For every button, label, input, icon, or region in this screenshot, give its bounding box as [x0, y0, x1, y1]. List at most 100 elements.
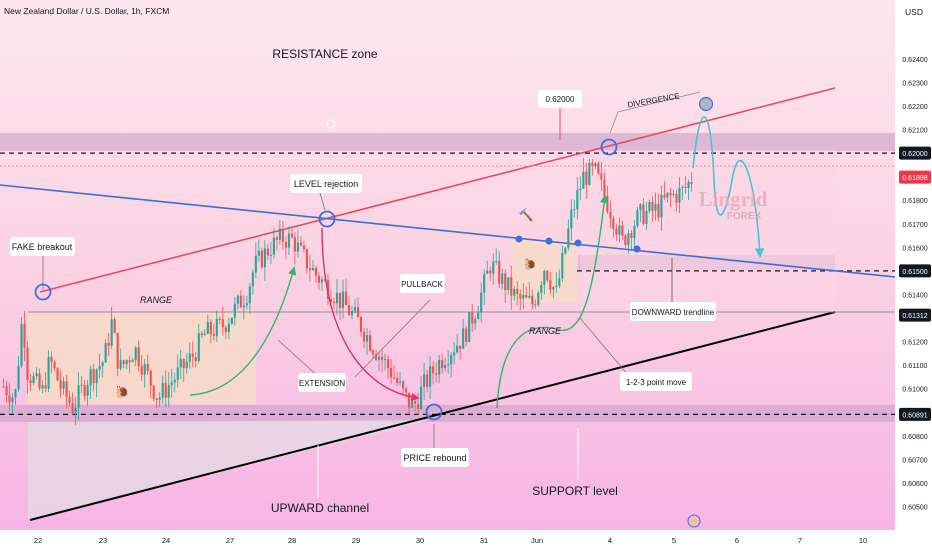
candle-body	[633, 226, 636, 239]
candle-body	[582, 171, 585, 189]
candle-body	[335, 292, 339, 304]
candle-body	[606, 195, 609, 212]
candle-body	[462, 328, 465, 349]
candle-body	[624, 235, 627, 246]
candle-body	[155, 398, 158, 400]
candle-body	[44, 385, 47, 389]
dividend-icon[interactable]	[326, 119, 336, 129]
candle-body	[320, 279, 324, 283]
candle-body	[480, 292, 483, 313]
candle-body	[561, 253, 564, 279]
candle-body	[669, 192, 672, 195]
candle-body	[281, 228, 284, 243]
price-rebound-text: PRICE rebound	[403, 453, 466, 463]
candle-body	[603, 179, 606, 196]
candle-body	[531, 295, 534, 305]
range-point-3	[574, 239, 582, 247]
candle-body	[299, 242, 302, 246]
price-tick-label: 0.62000	[902, 151, 927, 158]
candle-body	[332, 302, 336, 304]
downward-trendline-text: DOWNWARD trendline	[632, 308, 715, 317]
candle-body	[194, 357, 197, 361]
candle-body	[329, 298, 333, 303]
candle-body	[585, 171, 588, 185]
time-tick-label: Jun	[531, 536, 543, 545]
candle-body	[447, 364, 450, 366]
fake-breakout-circle	[34, 283, 52, 301]
candle-body	[639, 204, 642, 211]
candle-body	[59, 380, 62, 389]
candle-body	[53, 362, 56, 369]
candle-body	[513, 288, 516, 296]
candle-body	[107, 343, 110, 346]
candle-body	[56, 368, 59, 381]
candle-body	[308, 268, 311, 271]
candle-body	[17, 365, 20, 390]
candle-body	[167, 385, 170, 398]
candle-body	[206, 322, 209, 334]
candle-body	[236, 295, 239, 304]
time-axis[interactable]: 22 23 24 27 28 29 30 31 Jun 4 5 6 7 10	[34, 536, 867, 545]
candle-body	[338, 292, 342, 308]
candle-body	[92, 369, 95, 384]
candle-body	[344, 291, 348, 306]
candle-body	[642, 204, 645, 224]
divergence-circle	[600, 138, 618, 156]
candle-body	[197, 333, 200, 361]
candle-body	[209, 322, 212, 335]
snail-icon-right: 🐌	[523, 258, 537, 271]
candle-body	[113, 319, 116, 333]
price-tick-label: 0.61200	[902, 340, 927, 347]
candle-body	[185, 361, 188, 369]
candle-body	[516, 288, 519, 294]
candle-body	[609, 211, 612, 219]
candle-body	[296, 242, 299, 252]
candle-body	[287, 233, 290, 248]
time-tick-label: 24	[162, 536, 170, 545]
candle-body	[278, 228, 281, 240]
candle-body	[224, 327, 227, 332]
divergence-line	[617, 91, 701, 113]
candle-body	[74, 407, 77, 413]
candle-body	[558, 278, 561, 286]
candle-body	[636, 210, 639, 227]
pullback-text: PULLBACK	[401, 280, 443, 289]
markers: ⚡ 🐌 🐌 🔨	[34, 96, 714, 528]
support-zone	[0, 405, 895, 422]
candle-body	[432, 366, 435, 374]
price-tick-label: 0.60600	[902, 481, 927, 488]
candle-body	[161, 382, 164, 398]
flash-icon[interactable]	[687, 514, 701, 528]
candle-body	[227, 323, 230, 332]
candle-body	[80, 384, 83, 386]
candle-body	[459, 345, 462, 349]
candle-body	[675, 193, 678, 203]
resistance-zone-label: RESISTANCE zone	[272, 47, 377, 61]
candle-body	[293, 237, 296, 252]
price-tag-061898	[899, 170, 931, 184]
candle-body	[417, 403, 420, 409]
candle-body	[504, 273, 507, 291]
candle-body	[588, 162, 591, 185]
candle-body	[477, 312, 480, 320]
candle-body	[648, 201, 651, 211]
candle-body	[239, 295, 242, 308]
candle-body	[429, 366, 432, 387]
extension-arrow	[189, 266, 297, 396]
price-axis[interactable]: 0.62400 0.62300 0.62200 0.62100 0.62000 0.618…	[899, 57, 931, 512]
candle-body	[341, 291, 345, 308]
price-tick-label: 0.61700	[902, 222, 927, 229]
candle-body	[441, 359, 444, 369]
price-tick-label: 0.60700	[902, 457, 927, 464]
candle-body	[152, 385, 155, 399]
candle-body	[35, 373, 38, 377]
candle-body	[414, 400, 417, 404]
callout-line-extension	[277, 339, 321, 379]
candle-body	[47, 356, 50, 389]
candle-body	[597, 163, 600, 174]
candle-body	[128, 360, 131, 363]
candle-body	[627, 233, 630, 246]
time-tick-label: 6	[735, 536, 739, 545]
candle-body	[50, 356, 53, 363]
